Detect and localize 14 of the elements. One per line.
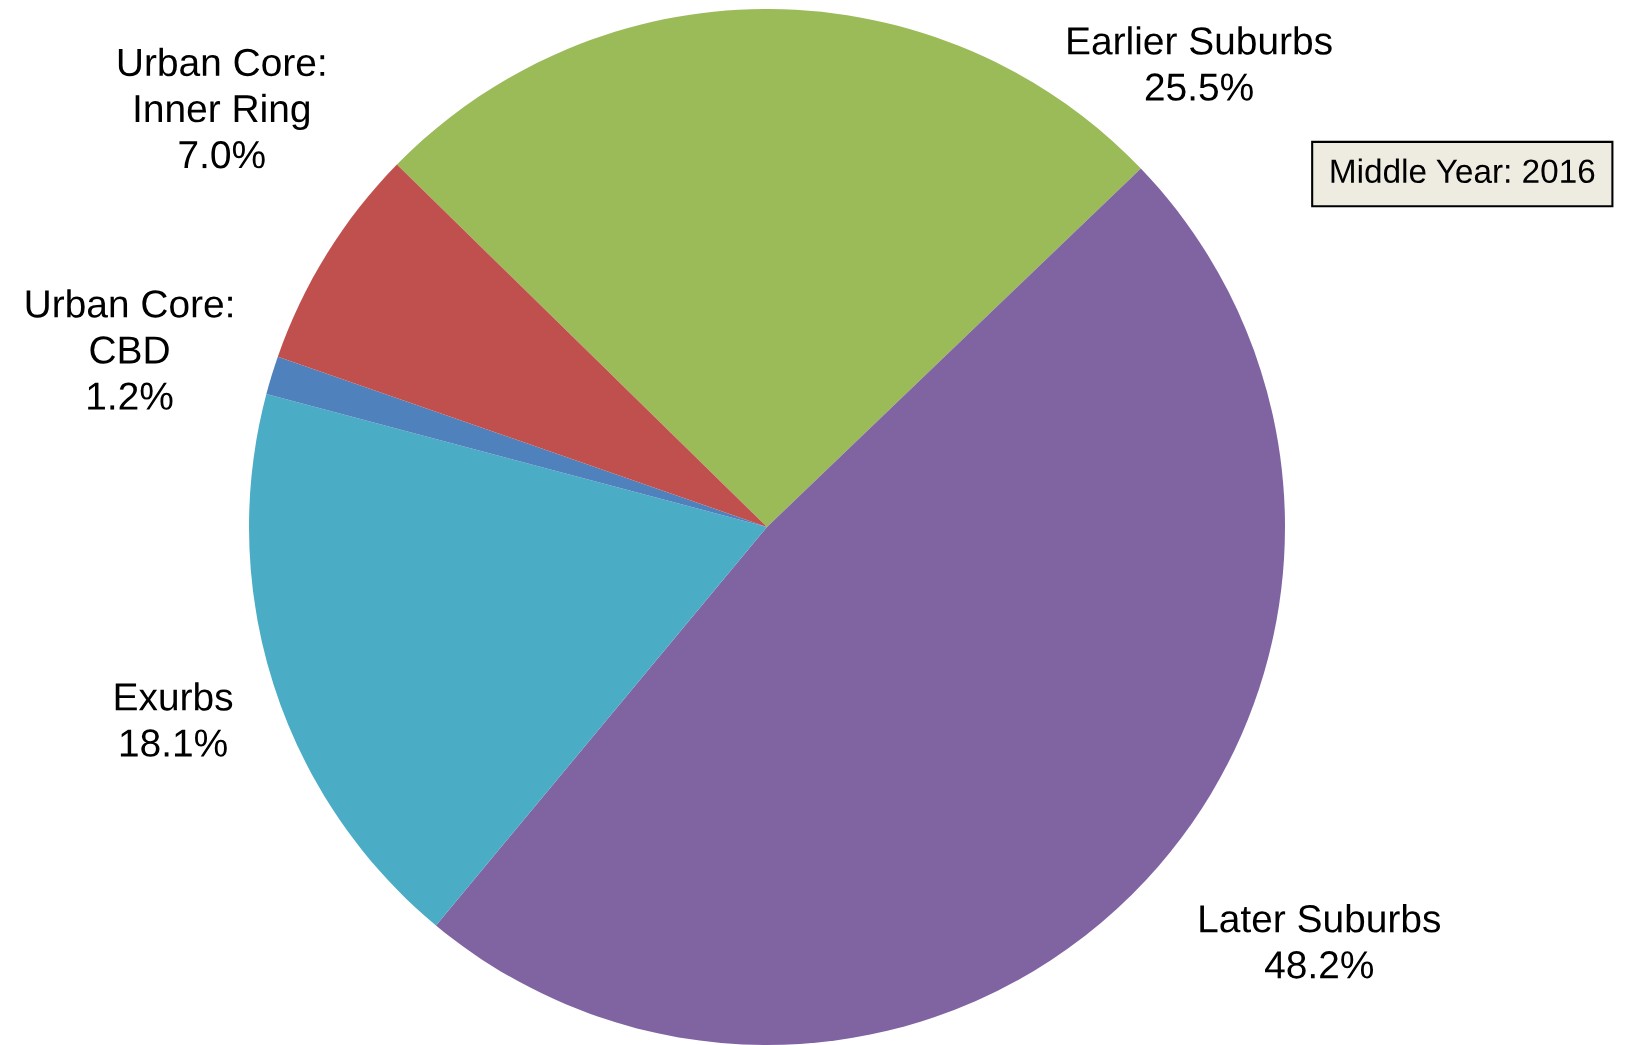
data-label: 18.1% bbox=[120, 729, 227, 757]
slice-label: Exurbs bbox=[115, 682, 233, 711]
pie-slice bbox=[277, 164, 767, 527]
slice-label: Urban Core: CBD bbox=[26, 289, 232, 364]
pie-slice bbox=[266, 356, 767, 527]
data-label: 25.5% bbox=[1145, 73, 1253, 101]
pie-slice bbox=[249, 393, 767, 926]
data-label: 7.0% bbox=[179, 140, 265, 169]
data-label: 48.2% bbox=[1265, 951, 1374, 979]
text: Middle Year: 2016 bbox=[1331, 158, 1595, 184]
data-label: 1.2% bbox=[88, 382, 173, 410]
slice-label: Urban Core: Inner Ring bbox=[118, 47, 325, 131]
slice-label: Later Suburbs bbox=[1200, 903, 1441, 933]
slice-label: Earlier Suburbs bbox=[1068, 26, 1332, 55]
